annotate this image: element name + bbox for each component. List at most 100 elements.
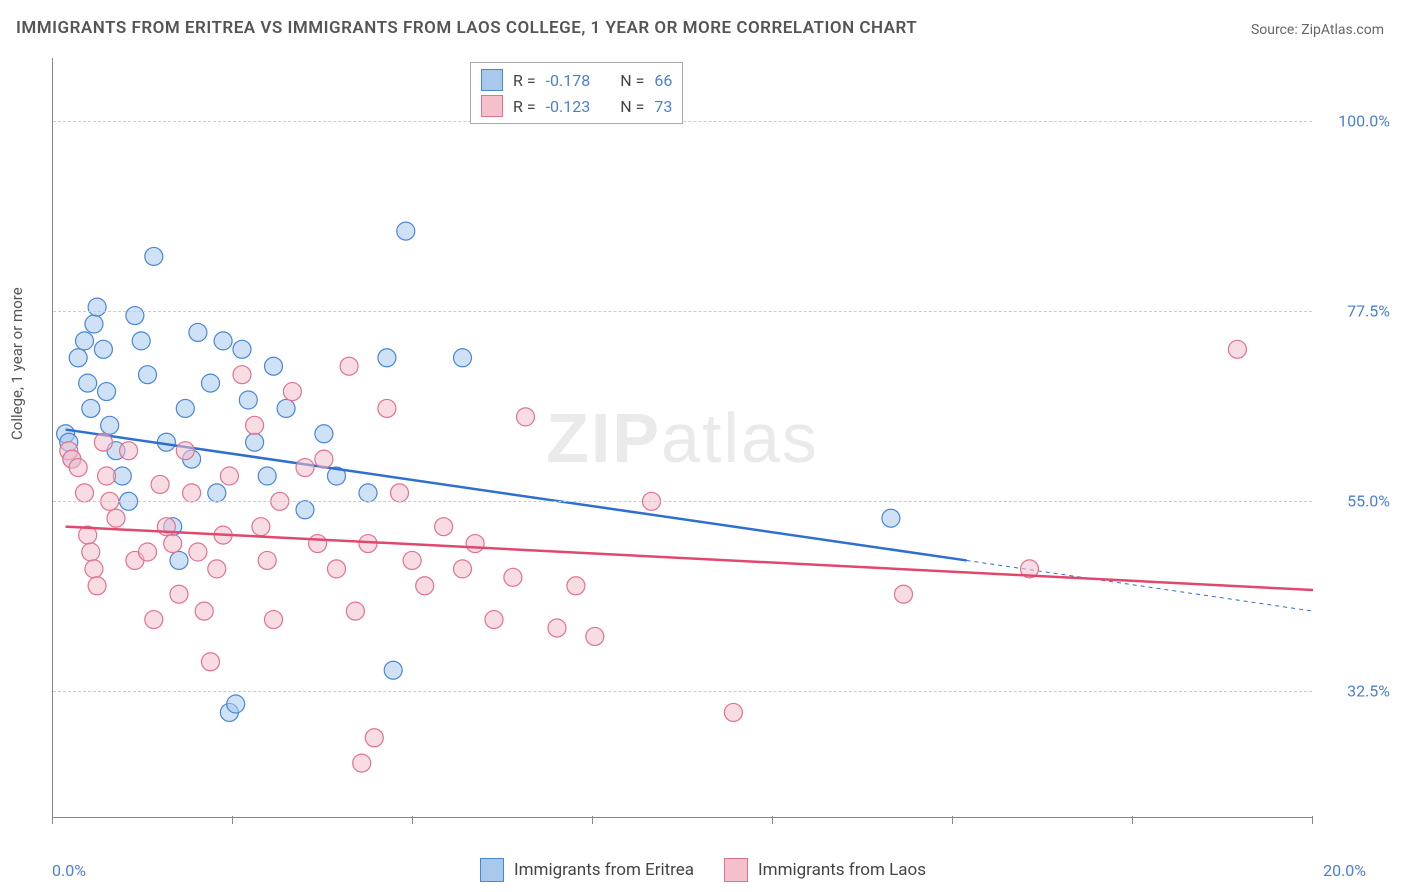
scatter-point [277, 399, 295, 417]
series-swatch [481, 95, 503, 117]
scatter-point [724, 703, 742, 721]
legend-item: Immigrants from Eritrea [480, 858, 694, 882]
scatter-point [882, 509, 900, 527]
x-tick-label-min: 0.0% [52, 861, 86, 880]
series-legend: Immigrants from Eritrea Immigrants from L… [480, 858, 926, 882]
scatter-point [76, 484, 94, 502]
scatter-point [365, 729, 383, 747]
scatter-point [139, 543, 157, 561]
chart-title: IMMIGRANTS FROM ERITREA VS IMMIGRANTS FR… [16, 18, 917, 38]
scatter-point [176, 442, 194, 460]
scatter-point [265, 611, 283, 629]
x-tick-mark [1132, 816, 1133, 824]
scatter-point [98, 383, 116, 401]
stat-label-r: R = [513, 71, 536, 90]
legend-label: Immigrants from Laos [758, 860, 926, 880]
scatter-point [94, 340, 112, 358]
scatter-point [466, 535, 484, 553]
stat-label-n: N = [620, 97, 644, 116]
x-tick-mark [412, 816, 413, 824]
scatter-point [548, 619, 566, 637]
y-tick-label: 32.5% [1347, 682, 1390, 701]
scatter-point [258, 467, 276, 485]
scatter-point [145, 247, 163, 265]
scatter-point [227, 695, 245, 713]
scatter-point [120, 442, 138, 460]
stat-label-r: R = [513, 97, 536, 116]
scatter-point [183, 484, 201, 502]
stat-value-n: 66 [654, 71, 672, 90]
scatter-point [359, 484, 377, 502]
legend-item: Immigrants from Laos [724, 858, 926, 882]
scatter-point [239, 391, 257, 409]
x-tick-mark [1312, 816, 1313, 824]
scatter-point [176, 399, 194, 417]
scatter-point [145, 611, 163, 629]
scatter-point [309, 535, 327, 553]
y-tick-label: 77.5% [1347, 302, 1390, 321]
stat-label-n: N = [620, 71, 644, 90]
scatter-point [85, 315, 103, 333]
legend-swatch [724, 858, 748, 882]
scatter-point [283, 383, 301, 401]
scatter-point [132, 332, 150, 350]
scatter-point [346, 602, 364, 620]
scatter-point [397, 222, 415, 240]
stats-row: R =-0.123N =73 [481, 93, 672, 119]
scatter-point [296, 459, 314, 477]
scatter-point [567, 577, 585, 595]
scatter-point [69, 459, 87, 477]
stat-value-r: -0.178 [546, 71, 591, 90]
scatter-point [69, 349, 87, 367]
scatter-point [435, 518, 453, 536]
scatter-point [328, 560, 346, 578]
scatter-point [82, 543, 100, 561]
stat-value-r: -0.123 [546, 97, 591, 116]
stats-row: R = -0.178 N = 66 [481, 67, 672, 93]
series-swatch [481, 69, 503, 91]
gridline-h [53, 501, 1312, 502]
scatter-point [85, 560, 103, 578]
scatter-point [586, 627, 604, 645]
scatter-point [126, 307, 144, 325]
scatter-point [151, 475, 169, 493]
scatter-point [384, 661, 402, 679]
scatter-point [258, 551, 276, 569]
scatter-point [101, 416, 119, 434]
x-tick-mark [52, 816, 53, 824]
scatter-point [189, 543, 207, 561]
scatter-point [246, 433, 264, 451]
scatter-point [98, 467, 116, 485]
scatter-point [88, 298, 106, 316]
scatter-point [202, 374, 220, 392]
scatter-point [454, 349, 472, 367]
scatter-point [416, 577, 434, 595]
scatter-point [340, 357, 358, 375]
scatter-point [107, 509, 125, 527]
correlation-stats-box: R =-0.178N =66R =-0.123N =73 [470, 62, 683, 124]
scatter-point [189, 323, 207, 341]
scatter-point [170, 585, 188, 603]
scatter-point [208, 484, 226, 502]
scatter-point [378, 349, 396, 367]
scatter-point [202, 653, 220, 671]
scatter-point [252, 518, 270, 536]
scatter-point [139, 366, 157, 384]
scatter-point [296, 501, 314, 519]
scatter-point [233, 340, 251, 358]
x-tick-mark [772, 816, 773, 824]
scatter-point [391, 484, 409, 502]
scatter-point [220, 467, 238, 485]
legend-swatch [480, 858, 504, 882]
scatter-point [170, 551, 188, 569]
y-axis-label: College, 1 year or more [8, 287, 26, 440]
gridline-h [53, 311, 1312, 312]
x-tick-mark [592, 816, 593, 824]
y-tick-label: 55.0% [1347, 492, 1390, 511]
trend-line [66, 527, 1313, 590]
scatter-point [195, 602, 213, 620]
scatter-point [208, 560, 226, 578]
scatter-point [517, 408, 535, 426]
chart-svg [53, 58, 1312, 817]
scatter-point [315, 425, 333, 443]
